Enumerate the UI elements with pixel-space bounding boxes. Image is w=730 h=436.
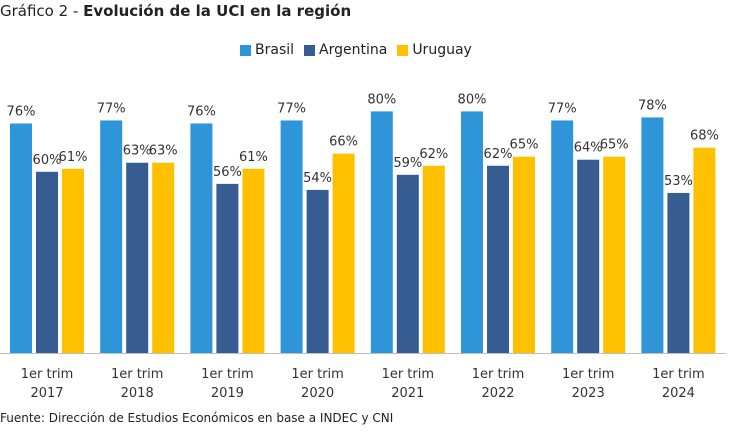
legend-swatch-brasil [240, 44, 251, 56]
data-label-brasil-2018: 77% [97, 101, 126, 116]
data-label-uruguay-2021: 62% [419, 147, 448, 162]
bar-brasil-2022 [461, 111, 483, 354]
data-label-argentina-2019: 56% [213, 165, 242, 180]
data-label-uruguay-2017: 61% [59, 150, 88, 165]
data-label-brasil-2024: 78% [638, 98, 667, 113]
legend: Brasil Argentina Uruguay [240, 42, 482, 58]
bar-uruguay-2020 [332, 153, 355, 353]
x-tick-label-2024-line2: 2024 [662, 386, 695, 401]
data-label-uruguay-2024: 68% [690, 129, 719, 144]
data-label-argentina-2018: 63% [123, 144, 152, 159]
bar-argentina-2017 [36, 171, 58, 353]
bar-brasil-2023 [551, 120, 574, 354]
bar-brasil-2017 [10, 123, 32, 353]
data-label-brasil-2021: 80% [367, 92, 396, 107]
x-tick-label-2021-line2: 2021 [391, 386, 424, 401]
source-note: Fuente: Dirección de Estudios Económicos… [0, 411, 394, 425]
chart-title-prefix: Gráfico 2 - [0, 2, 84, 20]
data-label-brasil-2020: 77% [277, 101, 306, 116]
legend-item-uruguay: Uruguay [397, 42, 472, 58]
data-label-uruguay-2022: 65% [510, 138, 539, 153]
legend-label-brasil: Brasil [255, 42, 295, 58]
bar-brasil-2019 [190, 123, 213, 353]
data-label-uruguay-2018: 63% [149, 144, 178, 159]
data-label-uruguay-2023: 65% [600, 138, 629, 153]
x-tick-label-2022-line1: 1er trim [472, 367, 524, 382]
bar-argentina-2021 [396, 174, 419, 353]
data-label-argentina-2021: 59% [393, 156, 422, 171]
legend-label-argentina: Argentina [319, 42, 388, 58]
data-label-brasil-2017: 76% [7, 104, 36, 119]
x-tick-label-2023-line2: 2023 [572, 386, 605, 401]
bar-argentina-2024 [667, 192, 690, 353]
legend-label-uruguay: Uruguay [412, 42, 472, 58]
data-label-argentina-2022: 62% [484, 147, 513, 162]
data-label-brasil-2023: 77% [548, 101, 577, 116]
legend-item-argentina: Argentina [304, 42, 387, 58]
x-tick-label-2017-line2: 2017 [30, 386, 63, 401]
data-label-brasil-2019: 76% [187, 104, 216, 119]
bar-uruguay-2023 [603, 156, 626, 353]
bar-argentina-2023 [577, 159, 600, 353]
x-tick-label-2019-line2: 2019 [211, 386, 244, 401]
bar-argentina-2022 [487, 165, 509, 353]
bar-argentina-2020 [306, 189, 329, 353]
bar-uruguay-2022 [513, 156, 535, 353]
x-tick-label-2024-line1: 1er trim [652, 367, 704, 382]
bar-argentina-2019 [216, 183, 239, 353]
legend-item-brasil: Brasil [240, 42, 294, 58]
legend-swatch-argentina [304, 44, 316, 56]
x-tick-label-2022-line2: 2022 [481, 386, 514, 401]
bar-brasil-2024 [641, 117, 664, 353]
legend-swatch-uruguay [397, 44, 409, 56]
bar-uruguay-2019 [242, 168, 265, 353]
chart-title: Gráfico 2 - Evolución de la UCI en la re… [0, 2, 351, 20]
data-label-argentina-2024: 53% [664, 174, 693, 189]
data-label-argentina-2023: 64% [574, 141, 603, 156]
data-label-argentina-2017: 60% [33, 153, 62, 168]
data-label-brasil-2022: 80% [458, 92, 487, 107]
data-label-uruguay-2020: 66% [329, 135, 358, 150]
bar-uruguay-2017 [62, 168, 84, 353]
data-label-argentina-2020: 54% [303, 171, 332, 186]
x-tick-label-2018-line2: 2018 [121, 386, 154, 401]
x-tick-label-2020-line1: 1er trim [291, 367, 343, 382]
chart-title-main: Evolución de la UCI en la región [83, 2, 352, 20]
x-tick-label-2017-line1: 1er trim [21, 367, 73, 382]
x-tick-label-2020-line2: 2020 [301, 386, 334, 401]
bar-uruguay-2024 [693, 147, 716, 353]
bar-uruguay-2021 [422, 165, 445, 353]
data-label-uruguay-2019: 61% [239, 150, 268, 165]
bar-brasil-2021 [370, 111, 393, 354]
bar-brasil-2020 [280, 120, 303, 354]
x-tick-label-2019-line1: 1er trim [201, 367, 253, 382]
x-tick-label-2021-line1: 1er trim [382, 367, 434, 382]
bar-argentina-2018 [126, 162, 149, 353]
x-tick-label-2023-line1: 1er trim [562, 367, 614, 382]
x-tick-label-2018-line1: 1er trim [111, 367, 163, 382]
bar-brasil-2018 [100, 120, 123, 354]
bar-uruguay-2018 [152, 162, 175, 353]
